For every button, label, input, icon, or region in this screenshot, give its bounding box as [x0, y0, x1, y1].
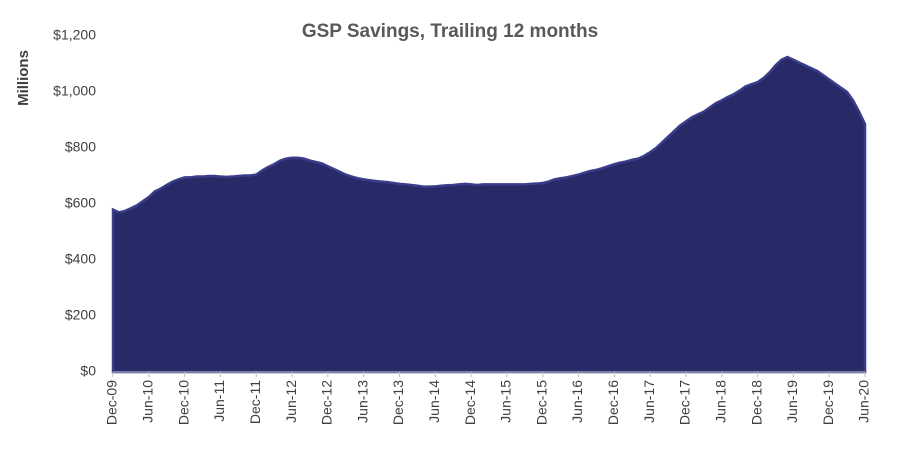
y-tick-label: $1,200	[53, 27, 96, 43]
y-tick-label: $0	[80, 363, 96, 379]
x-tick-label: Jun-12	[283, 380, 299, 423]
y-tick-label: $800	[65, 139, 96, 155]
x-tick-label: Dec-12	[319, 380, 335, 425]
x-tick-label: Jun-11	[211, 380, 227, 422]
x-tick-label: Dec-11	[247, 380, 263, 424]
y-tick-label: $600	[65, 195, 96, 211]
x-tick-label: Dec-14	[462, 380, 478, 425]
area	[111, 55, 867, 374]
x-tick-label: Dec-16	[605, 380, 621, 425]
x-tick-label: Dec-17	[677, 380, 693, 425]
x-tick-label: Jun-10	[140, 380, 156, 423]
x-tick-label: Jun-16	[569, 380, 585, 423]
y-tick-label: $200	[65, 307, 96, 323]
x-tick-label: Dec-13	[390, 380, 406, 425]
x-tick-label: Dec-15	[533, 380, 549, 425]
x-tick-label: Dec-19	[820, 380, 836, 425]
x-tick-label: Jun-19	[784, 380, 800, 423]
y-tick-label: $400	[65, 251, 96, 267]
x-tick-label: Jun-14	[426, 380, 442, 423]
x-tick-label: Jun-13	[354, 380, 370, 423]
x-tick-label: Jun-20	[856, 380, 872, 423]
x-tick-label: Dec-18	[748, 380, 764, 425]
x-tick-label: Jun-15	[498, 380, 514, 423]
y-axis-label: Millions	[15, 50, 32, 106]
chart-title: GSP Savings, Trailing 12 months	[302, 21, 598, 42]
y-tick-label: $1,000	[53, 83, 96, 99]
x-tick-label: Dec-09	[104, 380, 120, 425]
x-tick-label: Jun-18	[712, 380, 728, 423]
x-tick-label: Dec-10	[175, 380, 191, 425]
x-tick-label: Jun-17	[641, 380, 657, 423]
